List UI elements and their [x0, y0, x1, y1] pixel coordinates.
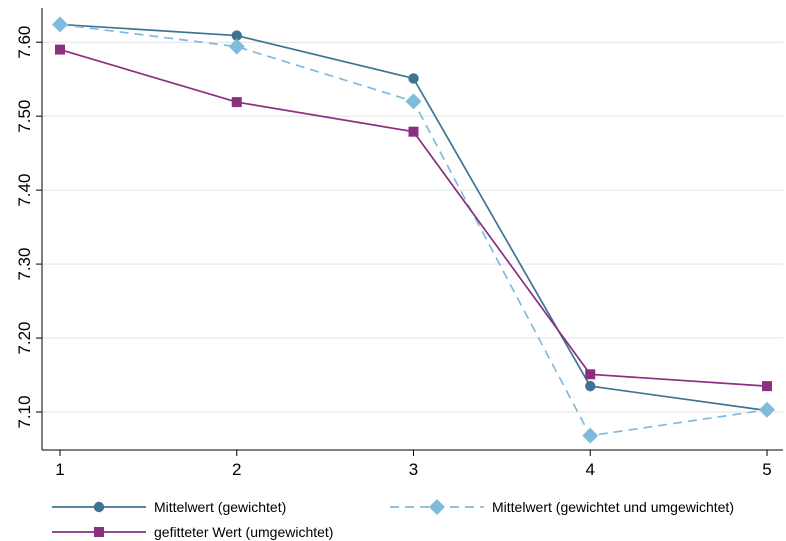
data-point-series-2: [405, 93, 422, 110]
y-tick-label: 7.40: [15, 174, 34, 207]
y-tick-label: 7.30: [15, 248, 34, 281]
y-tick-label: 7.20: [15, 322, 34, 355]
data-point-series-1: [231, 30, 242, 41]
y-tick-label: 7.10: [15, 395, 34, 428]
data-point-series-1: [408, 73, 419, 84]
data-point-series-1: [585, 380, 596, 392]
legend-label: Mittelwert (gewichtet): [154, 499, 286, 515]
legend-item: gefitteter Wert (umgewichtet): [52, 524, 333, 540]
plot-series: [52, 16, 775, 444]
data-point-series-2: [228, 38, 245, 55]
x-tick-label: 1: [55, 460, 64, 479]
gridlines: [42, 41, 783, 413]
legend-marker: [94, 527, 104, 537]
legend-item: Mittelwert (gewichtet): [52, 499, 286, 515]
legend-label: Mittelwert (gewichtet und umgewichtet): [492, 499, 734, 515]
axes: 7.10 7.20 7.30 7.40 7.50 7.60 1 2 3 4 5: [15, 8, 783, 479]
data-point-series-3: [231, 97, 242, 108]
data-point-series-2: [52, 16, 68, 33]
data-point-series-2: [582, 427, 599, 444]
legend-marker: [429, 499, 445, 515]
data-point-series-3: [762, 381, 772, 392]
x-tick-label: 5: [762, 460, 771, 479]
data-point-series-3: [408, 126, 419, 137]
data-point-series-3: [585, 369, 596, 380]
x-tick-label: 3: [409, 460, 418, 479]
data-point-series-2: [759, 401, 775, 418]
y-tick-label: 7.60: [15, 26, 34, 59]
x-tick-label: 2: [232, 460, 241, 479]
legend-item: Mittelwert (gewichtet und umgewichtet): [390, 499, 734, 515]
y-tick-label: 7.50: [15, 100, 34, 133]
series-line-2: [59, 23, 768, 437]
legend-marker: [93, 501, 105, 513]
x-tick-label: 4: [586, 460, 595, 479]
data-point-series-3: [55, 44, 65, 55]
legend: Mittelwert (gewichtet) Mittelwert (gewich…: [52, 499, 734, 540]
legend-label: gefitteter Wert (umgewichtet): [154, 524, 333, 540]
